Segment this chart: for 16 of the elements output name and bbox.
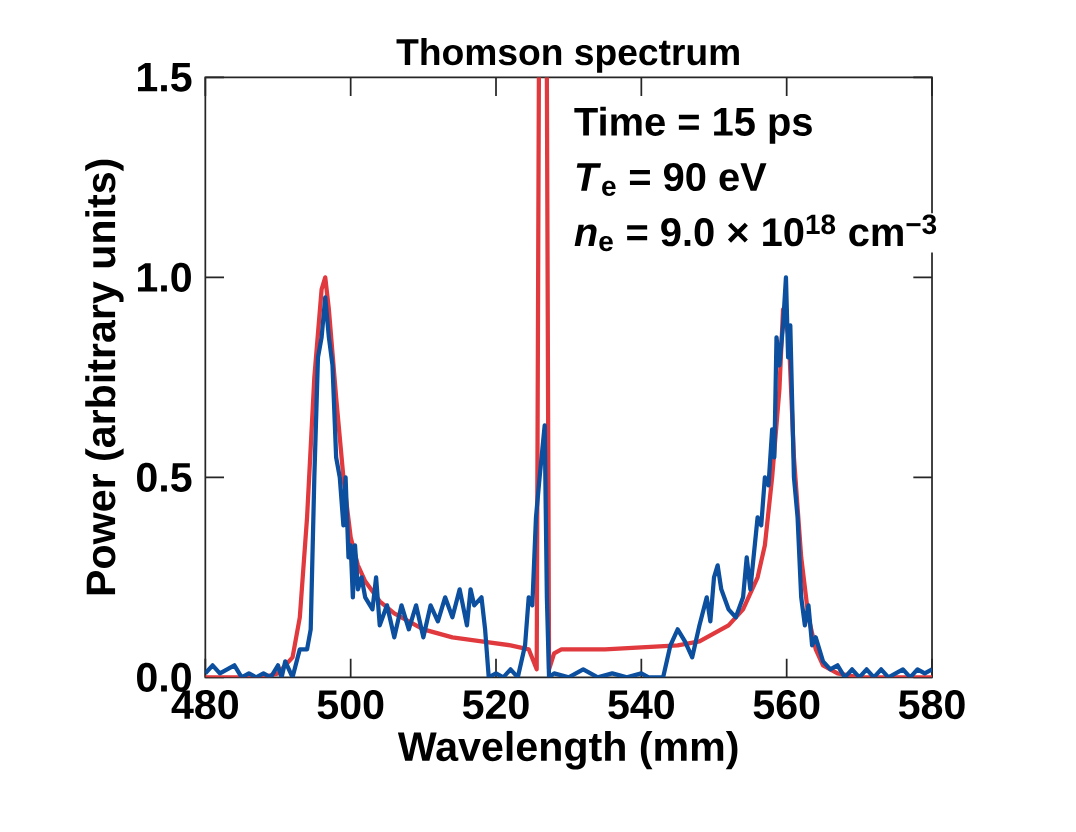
annotation: T$_{e}$ = 90 eV xyxy=(576,162,767,196)
y-tick-label: 0.5 xyxy=(137,462,192,492)
y-axis-title: Power (arbitrary units) xyxy=(85,159,124,595)
x-tick-label: 580 xyxy=(898,690,965,720)
x-tick-label: 520 xyxy=(462,690,529,720)
x-tick-label: 500 xyxy=(317,690,384,720)
chart-title: Thomson spectrum xyxy=(396,38,739,73)
x-tick-label: 560 xyxy=(753,690,820,720)
annotation: Time = 15 ps xyxy=(574,106,812,144)
x-tick-label: 480 xyxy=(171,690,238,720)
y-tick-label: 0.0 xyxy=(137,662,191,692)
x-axis-title: Wavelength (mm) xyxy=(397,730,738,770)
annotation: n$_{e}$ = 9.0 × 10$^{18}$ cm$^{−3}$ xyxy=(574,214,937,252)
y-tick-label: 1.0 xyxy=(138,262,191,292)
x-tick-label: 540 xyxy=(608,690,674,720)
y-tick-label: 1.5 xyxy=(138,62,192,92)
